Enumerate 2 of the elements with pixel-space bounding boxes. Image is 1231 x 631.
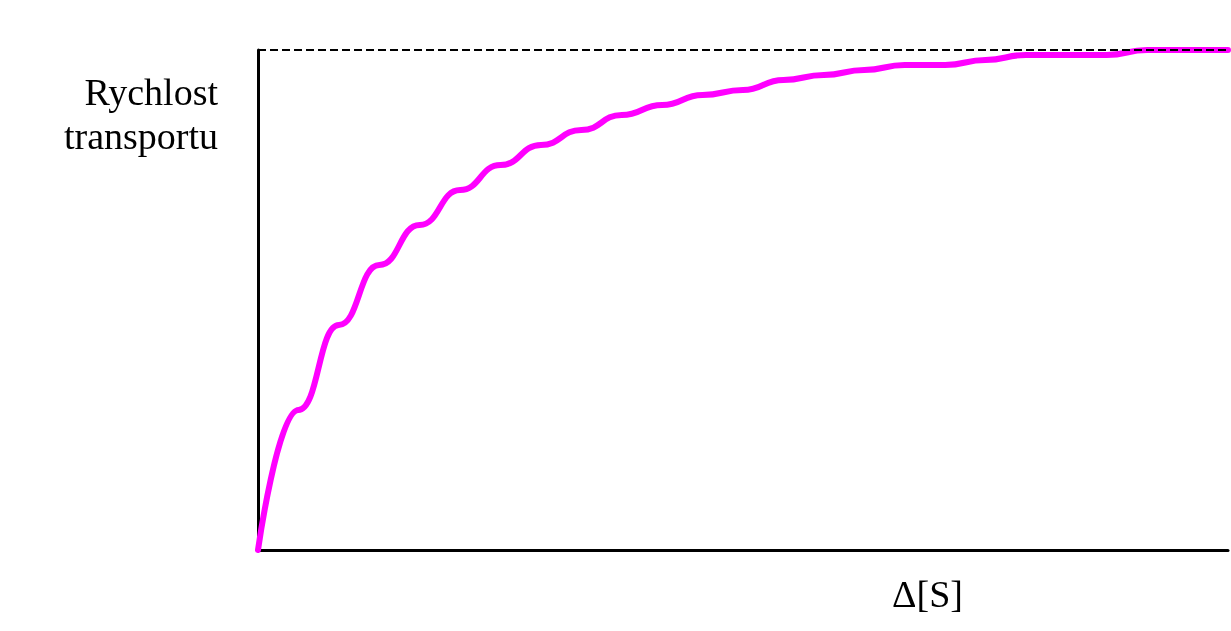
y-axis-title: Rychlost transportu [63,71,219,157]
x-axis-title: Δ[S] [892,573,963,615]
